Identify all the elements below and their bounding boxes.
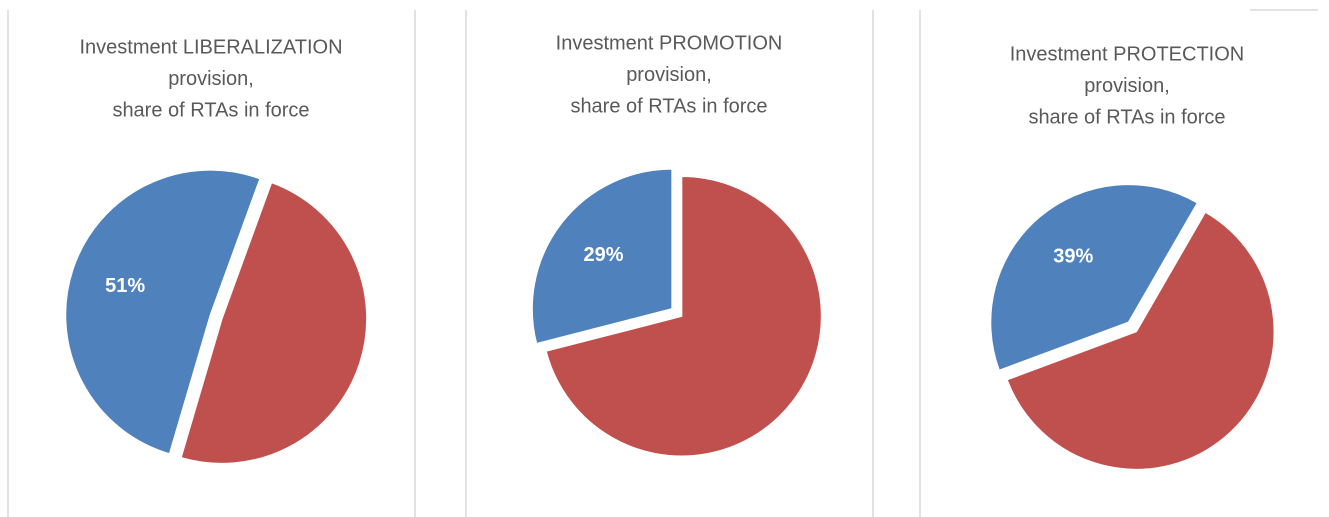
pie-slice: [989, 183, 1199, 372]
chart-title: share of RTAs in force: [1028, 106, 1225, 128]
chart-title: provision,: [626, 64, 712, 86]
pie-slice: [531, 168, 673, 345]
chart-title: provision,: [1084, 75, 1170, 97]
data-label: 39%: [1053, 245, 1093, 267]
chart-title: share of RTAs in force: [112, 99, 309, 121]
pie-slice: [545, 175, 823, 457]
pie-slice: [180, 181, 368, 465]
pie-slice: [64, 169, 262, 455]
chart-title: provision,: [168, 68, 254, 90]
chart-title: Investment PROMOTION: [556, 32, 783, 54]
chart-title: share of RTAs in force: [570, 95, 767, 117]
pie-slice: [1005, 210, 1276, 471]
chart-title: Investment PROTECTION: [1010, 43, 1245, 65]
data-label: 51%: [105, 275, 145, 297]
chart-title: Investment LIBERALIZATION: [79, 36, 342, 58]
data-label: 29%: [583, 244, 623, 266]
